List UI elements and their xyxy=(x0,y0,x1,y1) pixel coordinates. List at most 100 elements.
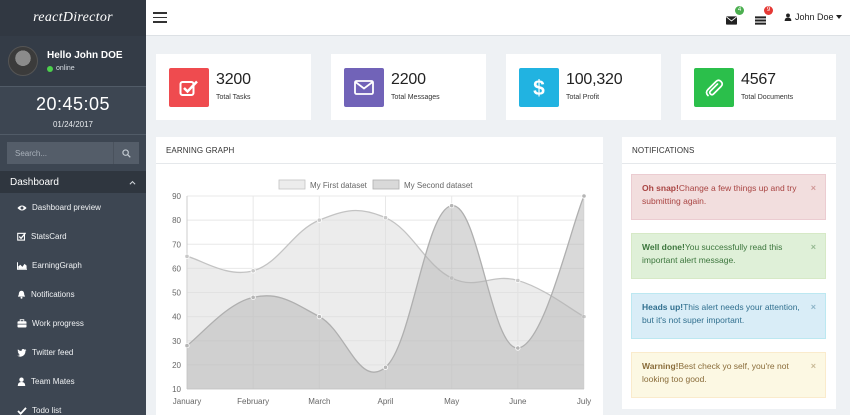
briefcase-icon xyxy=(17,319,27,328)
search-input[interactable] xyxy=(7,142,113,164)
y-tick-label: 30 xyxy=(172,337,181,346)
sidebar-item-dashboard-preview[interactable]: Dashboard preview xyxy=(0,193,146,222)
stat-label: Total Profit xyxy=(566,94,600,101)
notifications-title: NOTIFICATIONS xyxy=(622,137,836,164)
alert-text: Best check yo self, you're not looking t… xyxy=(642,361,789,384)
x-tick-label: January xyxy=(173,397,201,406)
stat-value: 4567 xyxy=(741,71,776,88)
sidebar-item-earninggraph[interactable]: EarningGraph xyxy=(0,251,146,280)
envelope-icon xyxy=(354,80,374,95)
avatar xyxy=(8,46,38,76)
x-tick-label: July xyxy=(577,397,591,406)
data-point[interactable] xyxy=(515,277,521,284)
y-tick-label: 10 xyxy=(172,385,181,394)
user-panel: Hello John DOE online xyxy=(0,36,146,86)
sidebar-item-label: Twitter feed xyxy=(32,348,74,357)
y-tick-label: 20 xyxy=(172,361,181,370)
data-point[interactable] xyxy=(250,268,256,274)
sidebar-item-label: StatsCard xyxy=(31,232,67,241)
paperclip-icon xyxy=(705,78,724,96)
x-tick-label: June xyxy=(509,397,527,406)
stat-card-tasks: 3200 Total Tasks xyxy=(156,54,311,120)
sidebar-item-label: Notifications xyxy=(31,290,75,299)
y-tick-label: 70 xyxy=(172,240,181,249)
alert-close-icon[interactable]: × xyxy=(810,302,816,312)
area-chart-icon xyxy=(17,261,27,270)
data-point[interactable] xyxy=(515,345,521,351)
sidebar-item-label: Work progress xyxy=(32,319,84,328)
data-point[interactable] xyxy=(316,217,322,223)
alert-text: You successfully read this important ale… xyxy=(642,242,783,265)
stat-icon-box xyxy=(169,68,209,107)
sidebar-item-todo-list[interactable]: Todo list xyxy=(0,396,146,415)
caret-down-icon xyxy=(835,15,842,19)
sidebar-item-label: Todo list xyxy=(32,406,62,415)
top-navbar: 4 9 John Doe xyxy=(146,0,850,36)
messages-badge: 4 xyxy=(735,6,744,15)
alert-strong-text: Warning! xyxy=(642,361,679,371)
stat-label: Total Messages xyxy=(391,94,440,101)
user-greeting: Hello John DOE xyxy=(47,50,123,61)
brand-logo[interactable]: reactDirector xyxy=(0,0,146,36)
sidebar-search xyxy=(7,142,139,164)
x-tick-label: February xyxy=(237,397,269,406)
stat-icon-box xyxy=(694,68,734,107)
online-dot-icon xyxy=(47,65,53,72)
search-icon xyxy=(122,148,131,158)
search-button[interactable] xyxy=(113,142,139,164)
sidebar-item-twitter-feed[interactable]: Twitter feed xyxy=(0,338,146,367)
legend-label: My Second dataset xyxy=(404,181,473,190)
alert-text: This alert needs your attention, but it'… xyxy=(642,302,800,325)
stat-label: Total Documents xyxy=(741,94,794,101)
data-point[interactable] xyxy=(382,364,389,370)
messages-button[interactable]: 4 xyxy=(726,6,744,30)
sidebar-item-label: EarningGraph xyxy=(32,261,82,270)
hamburger-menu-icon[interactable] xyxy=(153,12,167,24)
data-point[interactable] xyxy=(184,253,190,259)
alert-strong-text: Oh snap! xyxy=(642,183,679,193)
y-tick-label: 50 xyxy=(172,289,181,298)
user-status-label: online xyxy=(56,65,75,72)
alert-close-icon[interactable]: × xyxy=(810,361,816,371)
alert-close-icon[interactable]: × xyxy=(810,242,816,252)
data-point[interactable] xyxy=(184,342,190,349)
y-tick-label: 80 xyxy=(172,216,181,225)
stat-icon-box: $ xyxy=(519,68,559,107)
notifications-panel: NOTIFICATIONS Oh snap!Change a few thing… xyxy=(622,137,836,409)
user-status: online xyxy=(47,65,123,72)
dollar-icon: $ xyxy=(533,77,545,99)
checkbox-icon xyxy=(179,80,198,96)
data-point[interactable] xyxy=(382,215,389,221)
legend-swatch xyxy=(278,179,306,190)
legend-swatch xyxy=(372,179,400,190)
envelope-icon xyxy=(726,16,737,25)
user-dropdown-label: John Doe xyxy=(795,12,834,22)
legend-label: My First dataset xyxy=(310,181,368,190)
y-tick-label: 40 xyxy=(172,313,181,322)
menu-dashboard-header[interactable]: Dashboard xyxy=(0,171,146,193)
user-dropdown[interactable]: John Doe xyxy=(784,12,842,22)
x-tick-label: May xyxy=(444,397,459,406)
sidebar-item-work-progress[interactable]: Work progress xyxy=(0,309,146,338)
data-point[interactable] xyxy=(250,294,256,300)
eye-icon xyxy=(17,205,27,210)
y-tick-label: 60 xyxy=(172,264,181,273)
clock-date: 01/24/2017 xyxy=(52,120,94,129)
sidebar-item-notifications[interactable]: Notifications xyxy=(0,280,146,309)
alert-strong-text: Well done! xyxy=(642,242,685,252)
data-point[interactable] xyxy=(449,203,455,209)
sidebar-item-statscard[interactable]: StatsCard xyxy=(0,222,146,251)
clock-panel: 20:45:05 01/24/2017 xyxy=(0,86,146,135)
alert-strong-text: Heads up! xyxy=(642,302,684,312)
data-point[interactable] xyxy=(316,314,322,320)
chevron-up-icon xyxy=(129,180,136,185)
sidebar-item-label: Dashboard preview xyxy=(32,203,101,212)
stat-value: 2200 xyxy=(391,71,426,88)
alert-close-icon[interactable]: × xyxy=(810,183,816,193)
tasks-button[interactable]: 9 xyxy=(755,6,773,30)
stat-card-messages: 2200 Total Messages xyxy=(331,54,486,120)
menu-dashboard-label: Dashboard xyxy=(10,176,59,188)
earning-graph-panel: EARNING GRAPH 10 20 30 40 50 60 70 80 90 January F… xyxy=(156,137,603,415)
sidebar-item-team-mates[interactable]: Team Mates xyxy=(0,367,146,396)
data-point[interactable] xyxy=(581,193,587,199)
